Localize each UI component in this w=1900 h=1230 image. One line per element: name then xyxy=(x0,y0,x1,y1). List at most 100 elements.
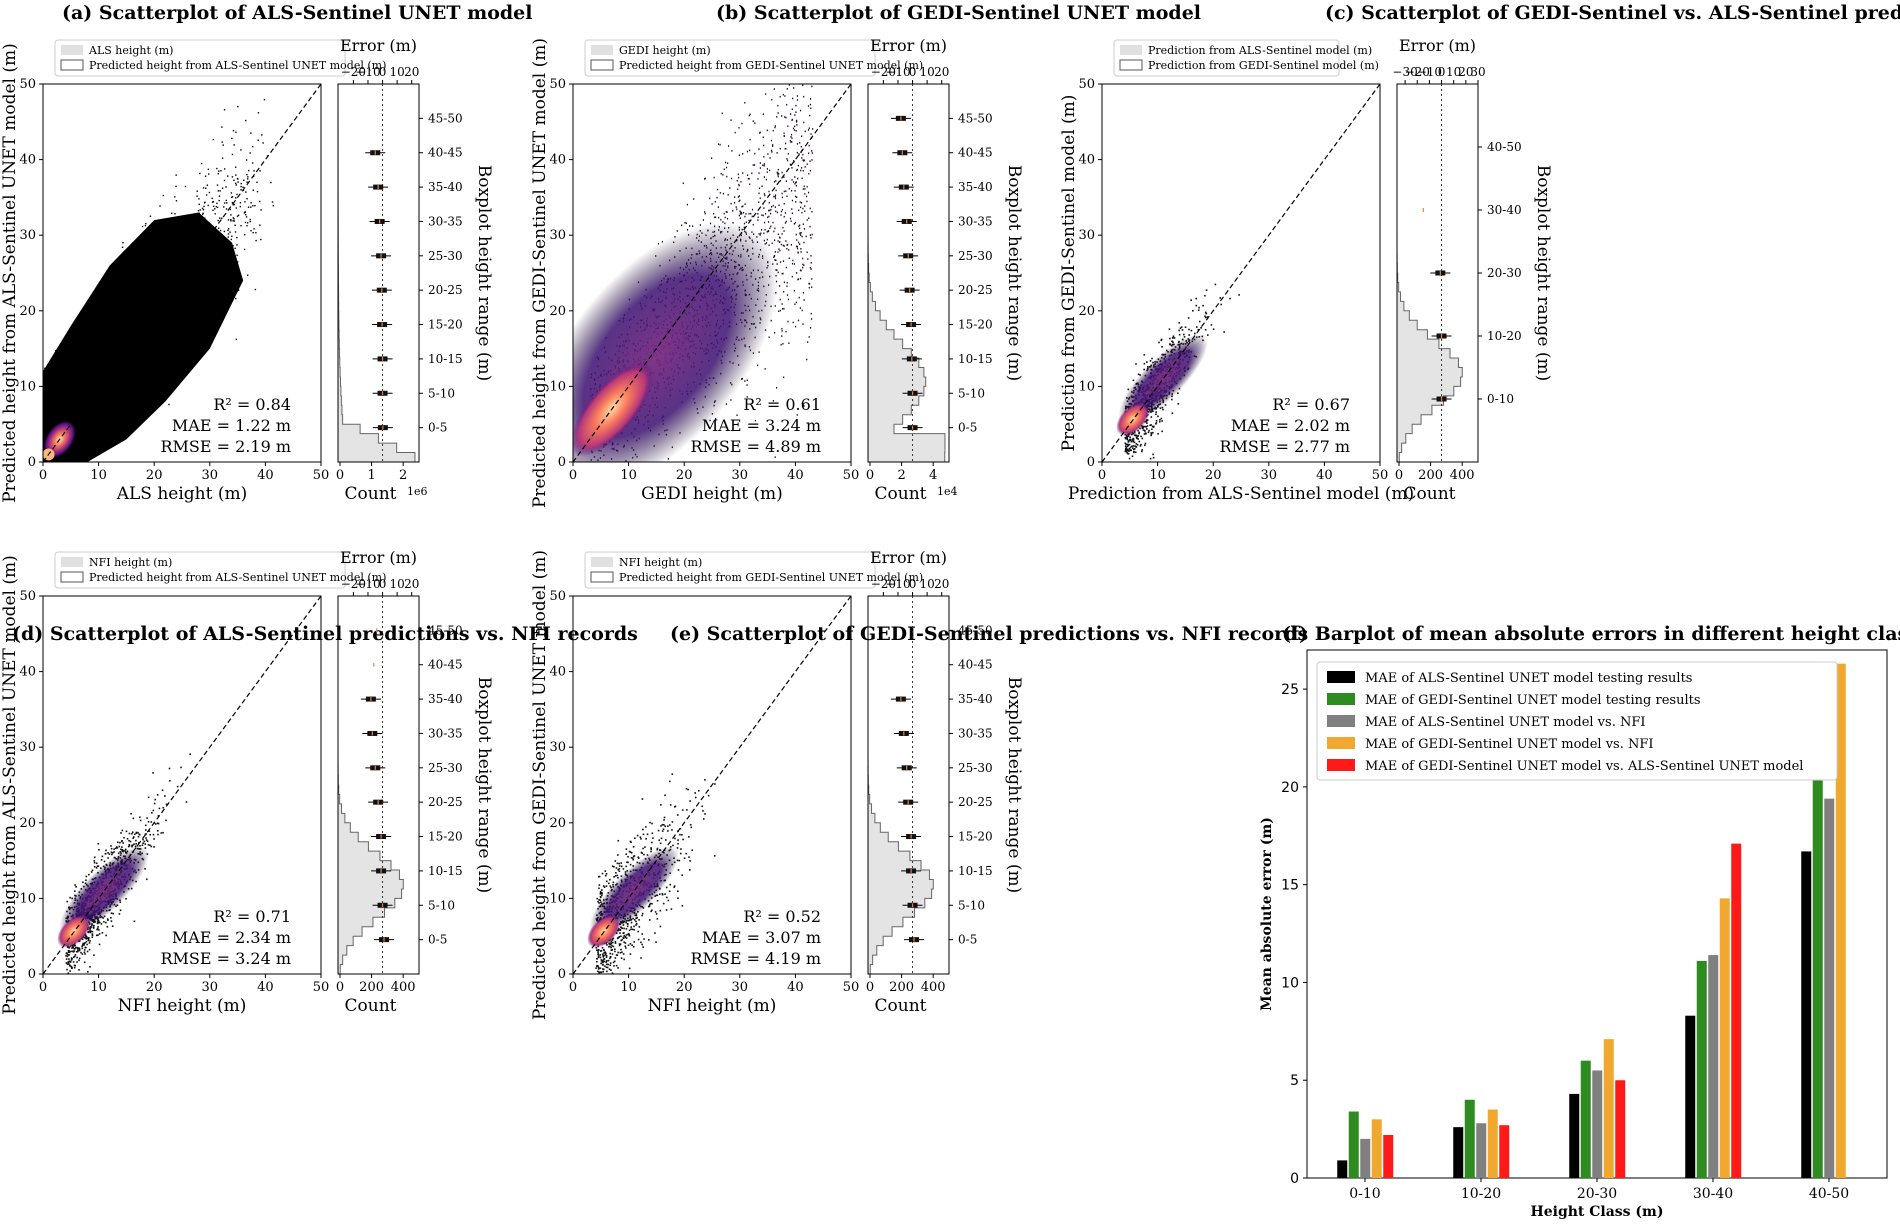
point xyxy=(70,455,72,457)
point xyxy=(93,434,95,437)
point xyxy=(155,823,157,825)
point xyxy=(170,382,172,384)
point xyxy=(204,217,206,219)
point xyxy=(79,403,82,405)
point xyxy=(748,212,750,215)
point xyxy=(1178,321,1181,324)
point xyxy=(248,169,250,172)
point xyxy=(169,779,171,782)
point xyxy=(67,953,70,956)
point xyxy=(802,84,804,87)
point xyxy=(118,341,120,344)
point xyxy=(765,93,767,95)
point xyxy=(779,95,781,98)
point xyxy=(156,830,159,832)
point xyxy=(809,207,811,210)
point xyxy=(166,290,168,292)
point xyxy=(223,179,226,182)
point xyxy=(763,232,765,235)
point xyxy=(157,833,159,836)
point xyxy=(768,209,770,212)
point xyxy=(791,166,793,169)
point xyxy=(249,218,251,221)
point xyxy=(178,337,181,339)
point xyxy=(1127,450,1130,452)
point xyxy=(75,368,78,370)
point xyxy=(143,374,146,376)
point xyxy=(117,366,119,368)
point xyxy=(774,197,777,200)
point xyxy=(252,231,254,234)
point xyxy=(172,286,174,289)
point xyxy=(791,212,793,215)
x-axis-label: GEDI height (m) xyxy=(641,484,783,504)
point xyxy=(85,937,87,939)
point xyxy=(97,356,99,358)
point xyxy=(172,225,174,227)
point xyxy=(793,223,795,225)
point xyxy=(781,171,783,174)
point xyxy=(774,456,776,458)
point xyxy=(213,266,215,268)
point xyxy=(1145,428,1148,430)
point xyxy=(120,848,122,851)
point xyxy=(184,223,186,225)
point xyxy=(778,248,780,250)
point xyxy=(121,846,123,848)
point xyxy=(85,936,88,938)
point xyxy=(1128,457,1131,460)
point xyxy=(86,950,89,953)
point xyxy=(1131,455,1134,458)
point xyxy=(138,344,140,346)
point xyxy=(152,337,155,339)
point xyxy=(89,966,91,968)
point xyxy=(249,220,251,223)
point xyxy=(161,789,164,792)
point xyxy=(776,116,778,118)
point xyxy=(759,167,761,169)
point xyxy=(120,348,122,350)
point xyxy=(1129,446,1132,449)
point xyxy=(772,144,774,146)
point xyxy=(779,147,781,150)
boxplot-axis-label: Boxplot height range (m) xyxy=(1004,165,1024,382)
point xyxy=(202,278,204,280)
point xyxy=(797,164,799,167)
count-axis-label: Count xyxy=(875,484,927,504)
y-axis-label: Predicted height from ALS-Sentinel UNET … xyxy=(0,43,20,503)
point xyxy=(104,405,106,407)
point xyxy=(691,225,694,227)
point xyxy=(777,172,779,175)
point xyxy=(71,958,73,960)
point xyxy=(1150,416,1153,418)
point xyxy=(779,261,782,263)
point xyxy=(235,182,237,185)
panel-a-title: (a) Scatterplot of ALS-Sentinel UNET mod… xyxy=(62,2,533,24)
point xyxy=(162,194,165,197)
point xyxy=(216,206,219,209)
error-tick-label: 10 xyxy=(1446,65,1461,79)
point xyxy=(794,195,797,198)
point xyxy=(230,214,232,216)
stat-1: MAE = 3.24 m xyxy=(702,416,821,435)
point xyxy=(81,414,83,416)
point xyxy=(223,202,226,204)
point xyxy=(84,392,87,394)
point xyxy=(134,845,137,848)
point xyxy=(144,269,146,271)
point xyxy=(1126,438,1129,441)
point xyxy=(799,201,801,203)
point xyxy=(72,950,74,953)
point xyxy=(1126,448,1129,451)
point xyxy=(100,923,103,925)
point xyxy=(134,376,137,379)
point xyxy=(730,119,732,121)
y-tick-label: 10 xyxy=(19,379,36,394)
point xyxy=(767,230,769,233)
point xyxy=(775,180,777,182)
boxplot-axis-label: Boxplot height range (m) xyxy=(474,165,494,382)
point xyxy=(189,276,191,278)
point xyxy=(177,325,180,327)
point xyxy=(90,423,93,426)
point xyxy=(262,142,264,144)
